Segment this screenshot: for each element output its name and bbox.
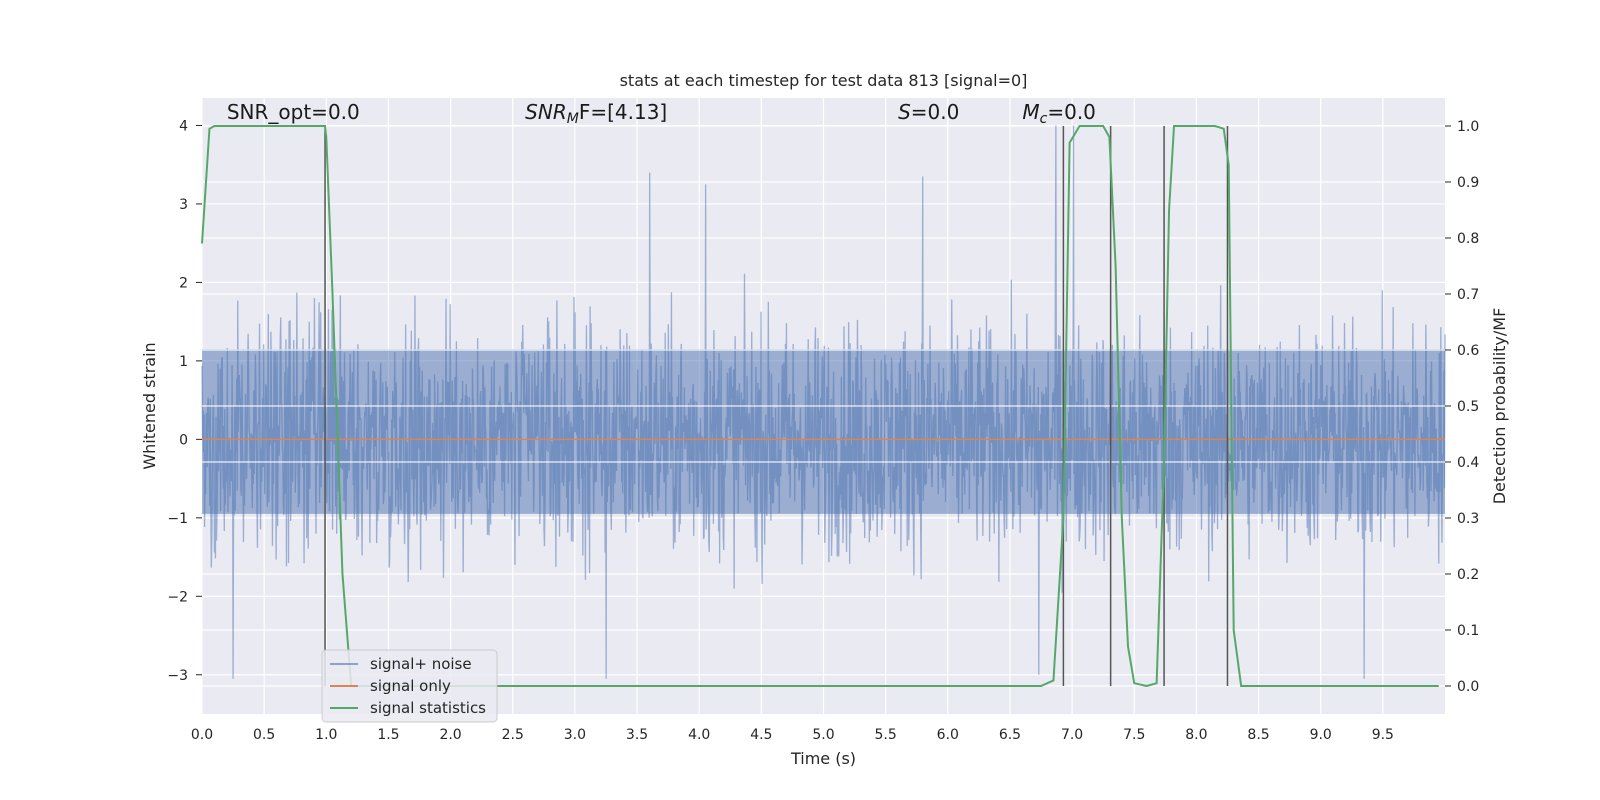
- y-right-tick-label: 0.8: [1457, 231, 1479, 247]
- x-tick-label: 0.5: [253, 727, 275, 743]
- y-tick-label: −3: [167, 668, 188, 684]
- x-tick-label: 6.0: [937, 727, 959, 743]
- y-tick-label: 0: [179, 432, 188, 448]
- y-right-tick-label: 0.4: [1457, 455, 1479, 471]
- data-layer: [201, 125, 1446, 688]
- legend-entry: signal statistics: [370, 699, 486, 717]
- series-signal-noise-core-band: [202, 349, 1445, 514]
- annotations: SNR_opt=0.0 SNRMF=[4.13] S=0.0 Mc=0.0: [227, 100, 1096, 127]
- y-right-tick-label: 0.7: [1457, 287, 1479, 303]
- x-tick-label: 3.5: [626, 727, 648, 743]
- x-tick-label: 4.0: [688, 727, 710, 743]
- x-tick-label: 7.5: [1123, 727, 1145, 743]
- x-axis-label: Time (s): [790, 749, 856, 768]
- chart-title: stats at each timestep for test data 813…: [620, 71, 1028, 90]
- y-right-tick-label: 0.3: [1457, 511, 1479, 527]
- annotation-text: SNR_opt=0.0: [227, 100, 360, 124]
- y-right-tick-label: 1.0: [1457, 119, 1479, 135]
- x-tick-label: 4.5: [750, 727, 772, 743]
- x-tick-label: 9.0: [1310, 727, 1332, 743]
- x-tick-label: 8.0: [1185, 727, 1207, 743]
- y-tick-label: 4: [179, 118, 188, 134]
- x-tick-label: 1.0: [315, 727, 337, 743]
- x-tick-label: 2.0: [439, 727, 461, 743]
- legend-box: [321, 649, 498, 723]
- x-tick-label: 1.5: [377, 727, 399, 743]
- x-tick-label: 5.5: [875, 727, 897, 743]
- y-right-tick-label: 0.6: [1457, 343, 1479, 359]
- x-tick-label: 7.0: [1061, 727, 1083, 743]
- x-tick-label: 6.5: [999, 727, 1021, 743]
- legend: signal+ noise signal only signal statistic…: [321, 649, 498, 723]
- y-tick-label: 2: [179, 275, 188, 291]
- x-tick-label: 5.0: [812, 727, 834, 743]
- y-right-tick-label: 0.2: [1457, 567, 1479, 583]
- y-tick-label: 3: [179, 197, 188, 213]
- annotation-text: Mc=0.0: [1022, 100, 1096, 127]
- y-tick-label: −2: [167, 589, 188, 605]
- y-right-tick-label: 0.9: [1457, 175, 1479, 191]
- y-right-tick-label: 0.5: [1457, 399, 1479, 415]
- x-tick-label: 0.0: [191, 727, 213, 743]
- legend-entry: signal+ noise: [370, 655, 472, 673]
- axes: 0.0 0.5 1.0 1.5 2.0 2.5 3.0 3.5 4.0 4.5 5.0 5.5 6.0 6…: [167, 118, 1479, 743]
- annotation-text: S=0.0: [898, 100, 959, 124]
- x-tick-label: 9.5: [1372, 727, 1394, 743]
- y-tick-label: 1: [179, 354, 188, 370]
- y-axis-label: Whitened strain: [140, 342, 159, 469]
- x-tick-label: 3.0: [564, 727, 586, 743]
- series-signal-statistics-line: [201, 125, 1439, 688]
- annotation-text: SNRMF=[4.13]: [525, 100, 667, 127]
- x-tick-label: 2.5: [502, 727, 524, 743]
- legend-entry: signal only: [370, 677, 451, 695]
- y-axis-right-label: Detection probability/MF: [1490, 308, 1509, 505]
- y-right-tick-label: 0.0: [1457, 679, 1479, 695]
- y-tick-label: −1: [167, 511, 188, 527]
- y-right-tick-label: 0.1: [1457, 623, 1479, 639]
- x-tick-label: 8.5: [1247, 727, 1269, 743]
